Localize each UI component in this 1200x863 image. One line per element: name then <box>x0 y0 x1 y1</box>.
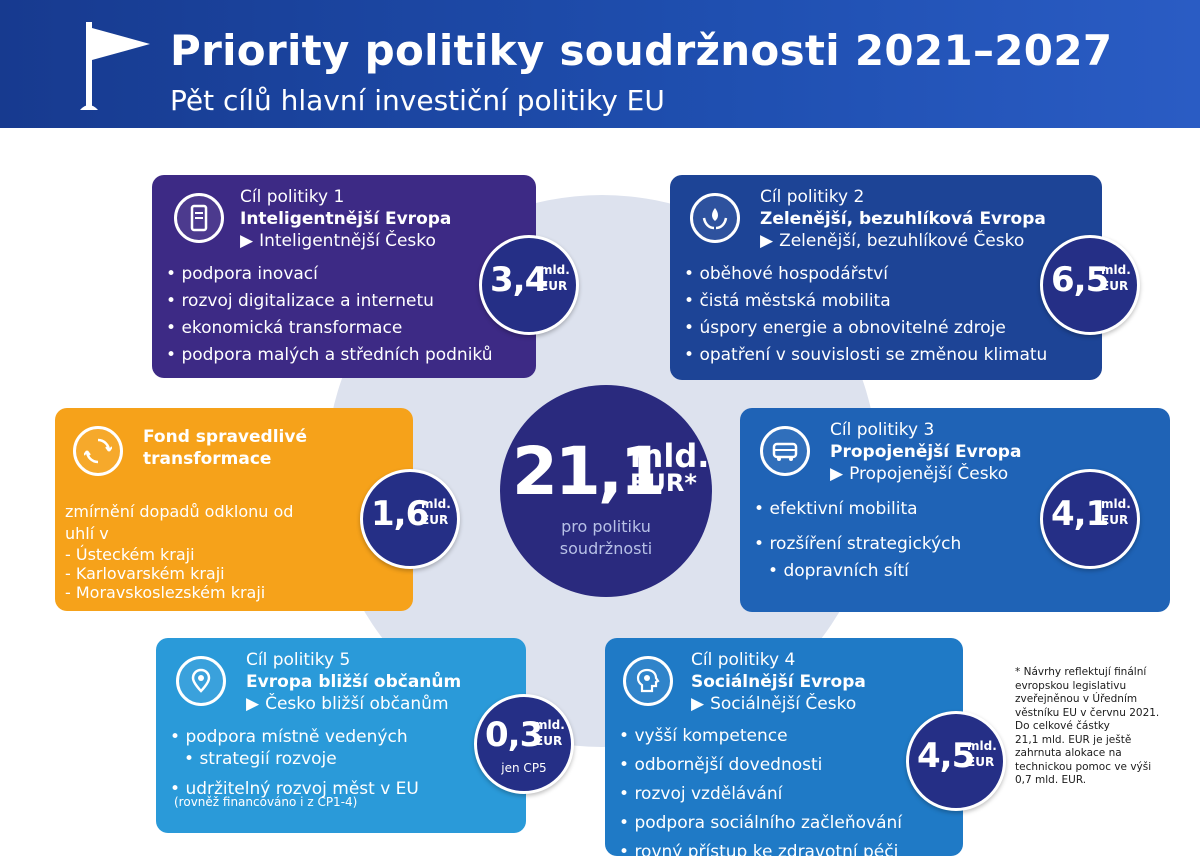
goal-card-2: Cíl politiky 2 Zelenější, bezuhlíková Ev… <box>670 175 1102 380</box>
list-item: rozvoj vzdělávání <box>619 780 902 809</box>
list-item: podpora místně vedených <box>170 726 419 748</box>
play-triangle-icon: ▶ <box>240 231 254 251</box>
flag-icon <box>80 22 150 110</box>
list-item: ekonomická transformace <box>166 315 493 342</box>
goal-name: Zelenější, bezuhlíková Evropa <box>760 209 1046 229</box>
total-caption-2: soudržnosti <box>559 539 653 558</box>
amount-badge-goal-2: 6,5 mld. EUR <box>1040 235 1140 335</box>
play-triangle-icon: ▶ <box>246 694 260 714</box>
amount-badge-goal-4: 4,5 mld. EUR <box>906 711 1006 811</box>
goal-name: Propojenější Evropa <box>830 442 1022 462</box>
goal-name: Inteligentnější Evropa <box>240 209 452 229</box>
map-pin-icon <box>176 656 226 706</box>
goal-bullets: podpora inovací rozvoj digitalizace a in… <box>166 261 493 369</box>
fund-card: Fond spravedlivé transformace zmírnění d… <box>55 408 413 611</box>
smartphone-icon <box>174 193 224 243</box>
list-item: opatření v souvislosti se změnou klimatu <box>684 342 1047 369</box>
header-banner: Priority politiky soudržnosti 2021–2027 … <box>0 0 1200 128</box>
goal-card-4: Cíl politiky 4 Sociálnější Evropa ▶ Sociá… <box>605 638 963 862</box>
total-amount: 21,1 <box>512 433 666 510</box>
goal-name: Evropa bližší občanům <box>246 672 462 692</box>
goal-cz: ▶ Česko bližší občanům <box>246 694 449 714</box>
fund-regions: Ústeckém kraji Karlovarském kraji Moravs… <box>65 545 265 602</box>
play-triangle-icon: ▶ <box>830 464 844 484</box>
page-subtitle: Pět cílů hlavní investiční politiky EU <box>170 84 665 117</box>
amount-badge-fund: 1,6 mld. EUR <box>360 469 460 569</box>
goal-cz: ▶ Zelenější, bezuhlíkové Česko <box>760 231 1025 251</box>
total-caption: pro politiku <box>561 517 651 536</box>
list-item: Moravskoslezském kraji <box>65 583 265 602</box>
list-item: podpora sociálního začleňování <box>619 809 902 838</box>
funding-note: (rovněž financováno i z CP1-4) <box>174 795 358 809</box>
goal-card-5: Cíl politiky 5 Evropa bližší občanům ▶ Če… <box>156 638 526 833</box>
list-item: podpora inovací <box>166 261 493 288</box>
goal-number: Cíl politiky 5 <box>246 650 351 670</box>
list-item: rovný přístup ke zdravotní péči <box>619 838 902 863</box>
list-item: vyšší kompetence <box>619 722 902 751</box>
page-title: Priority politiky soudržnosti 2021–2027 <box>170 26 1113 75</box>
list-item: podpora malých a středních podniků <box>166 342 492 369</box>
goal-bullets: podpora místně vedených strategií rozvoj… <box>170 726 419 803</box>
list-item: strategií rozvoje <box>184 748 419 770</box>
fund-description-2: uhlí v <box>65 524 109 543</box>
list-item: úspory energie a obnovitelné zdroje <box>684 315 1047 342</box>
bus-icon <box>760 426 810 476</box>
total-amount-circle: 21,1 mld. EUR* pro politiku soudržnosti <box>500 385 712 597</box>
goal-bullets: oběhové hospodářství čistá městská mobil… <box>684 261 1047 369</box>
list-item: oběhové hospodářství <box>684 261 1047 288</box>
goal-number: Cíl politiky 2 <box>760 187 865 207</box>
goal-card-1: Cíl politiky 1 Inteligentnější Evropa ▶ I… <box>152 175 536 378</box>
goal-number: Cíl politiky 3 <box>830 420 935 440</box>
amount-badge-goal-3: 4,1 mld. EUR <box>1040 469 1140 569</box>
list-item: čistá městská mobilita <box>684 288 1047 315</box>
goal-cz: ▶ Sociálnější Česko <box>691 694 857 714</box>
list-item: rozšíření strategických <box>754 531 961 558</box>
list-item: odbornější dovednosti <box>619 751 902 780</box>
list-item: Karlovarském kraji <box>65 564 265 583</box>
goal-number: Cíl politiky 1 <box>240 187 345 207</box>
goal-bullets: efektivní mobilita rozšíření strategický… <box>754 496 961 585</box>
list-item: Ústeckém kraji <box>65 545 265 564</box>
goal-number: Cíl politiky 4 <box>691 650 796 670</box>
list-item: udržitelný rozvoj měst v EU <box>170 776 418 803</box>
goal-cz: ▶ Inteligentnější Česko <box>240 231 436 251</box>
head-gear-icon <box>623 656 673 706</box>
footnote: * Návrhy reflektují finální evropskou le… <box>1015 666 1160 786</box>
play-triangle-icon: ▶ <box>691 694 705 714</box>
play-triangle-icon: ▶ <box>760 231 774 251</box>
goal-bullets: vyšší kompetence odbornější dovednosti r… <box>619 722 902 863</box>
leaf-hands-icon <box>690 193 740 243</box>
recycle-icon <box>73 426 123 476</box>
goal-cz: ▶ Propojenější Česko <box>830 464 1009 484</box>
amount-badge-goal-1: 3,4 mld. EUR <box>479 235 579 335</box>
list-item: dopravních sítí <box>768 558 961 585</box>
goal-name: Sociálnější Evropa <box>691 672 866 692</box>
amount-note: jen CP5 <box>501 761 547 775</box>
fund-description: zmírnění dopadů odklonu od <box>65 502 294 521</box>
list-item: rozvoj digitalizace a internetu <box>166 288 493 315</box>
fund-title: Fond spravedlivé transformace <box>143 427 307 469</box>
list-item: efektivní mobilita <box>754 496 961 523</box>
amount-badge-goal-5: 0,3 mld. EUR jen CP5 <box>474 694 574 794</box>
